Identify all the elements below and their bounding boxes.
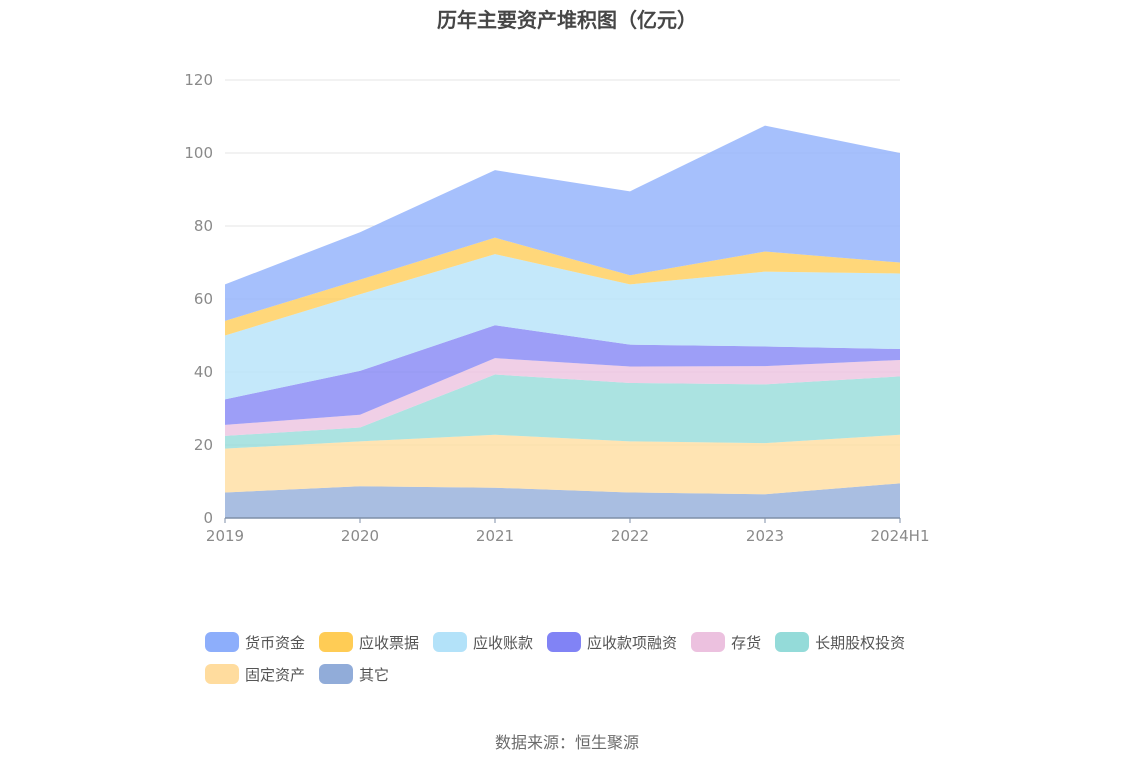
y-tick-label: 40 bbox=[194, 363, 213, 381]
legend-label: 存货 bbox=[731, 633, 762, 652]
x-tick-label: 2022 bbox=[611, 527, 649, 545]
area-series-0 bbox=[225, 483, 900, 518]
legend-item[interactable]: 存货 bbox=[691, 632, 761, 652]
legend-label: 应收票据 bbox=[359, 633, 420, 652]
area-series-6 bbox=[225, 237, 900, 336]
x-tick-label: 2021 bbox=[476, 527, 514, 545]
legend-label: 固定资产 bbox=[245, 665, 306, 684]
legend-swatch bbox=[205, 632, 239, 652]
area-series-1 bbox=[225, 434, 900, 495]
chart-title: 历年主要资产堆积图（亿元） bbox=[437, 8, 697, 32]
stacked-area-chart: 0 20 40 60 80 100 120 2019 2020 2021 2022 2023 2024H… bbox=[184, 71, 930, 545]
legend-label: 长期股权投资 bbox=[815, 633, 906, 652]
area-series-2 bbox=[225, 374, 900, 449]
legend-swatch bbox=[433, 632, 468, 652]
y-tick-label: 100 bbox=[184, 144, 213, 162]
legend-label: 应收账款 bbox=[473, 633, 534, 652]
x-tick-label: 2019 bbox=[206, 527, 244, 545]
legend-swatch bbox=[205, 664, 239, 684]
legend-swatch bbox=[319, 632, 354, 652]
x-tick-label: 2023 bbox=[746, 527, 784, 545]
chart-legend: 货币资金 应收票据 应收账款 应收款项融资 存货 长期股权投资固定资产 其它 bbox=[205, 632, 965, 696]
area-series-7 bbox=[225, 125, 900, 321]
legend-item[interactable]: 其它 bbox=[319, 664, 389, 684]
legend-label: 应收款项融资 bbox=[587, 633, 678, 652]
legend-item[interactable]: 应收账款 bbox=[433, 632, 533, 652]
area-series-5 bbox=[225, 254, 900, 400]
y-tick-label: 20 bbox=[194, 436, 213, 454]
legend-item[interactable]: 应收款项融资 bbox=[547, 632, 677, 652]
legend-item[interactable]: 应收票据 bbox=[319, 632, 419, 652]
legend-swatch bbox=[547, 632, 582, 652]
y-tick-label: 60 bbox=[194, 290, 213, 308]
legend-swatch bbox=[775, 632, 810, 652]
legend-label: 货币资金 bbox=[245, 633, 306, 652]
y-tick-label: 0 bbox=[203, 509, 213, 527]
x-tick-label: 2024H1 bbox=[871, 527, 930, 545]
data-source: 数据来源：恒生聚源 bbox=[494, 733, 639, 752]
legend-swatch bbox=[691, 632, 726, 652]
legend-item[interactable]: 固定资产 bbox=[205, 664, 305, 684]
legend-swatch bbox=[319, 664, 354, 684]
area-series-3 bbox=[225, 358, 900, 436]
x-tick-label: 2020 bbox=[341, 527, 379, 545]
y-tick-label: 80 bbox=[194, 217, 213, 235]
legend-label: 其它 bbox=[359, 665, 390, 684]
area-series-4 bbox=[225, 325, 900, 425]
legend-item[interactable]: 长期股权投资 bbox=[775, 632, 905, 652]
y-tick-label: 120 bbox=[184, 71, 213, 89]
legend-item[interactable]: 货币资金 bbox=[205, 632, 305, 652]
